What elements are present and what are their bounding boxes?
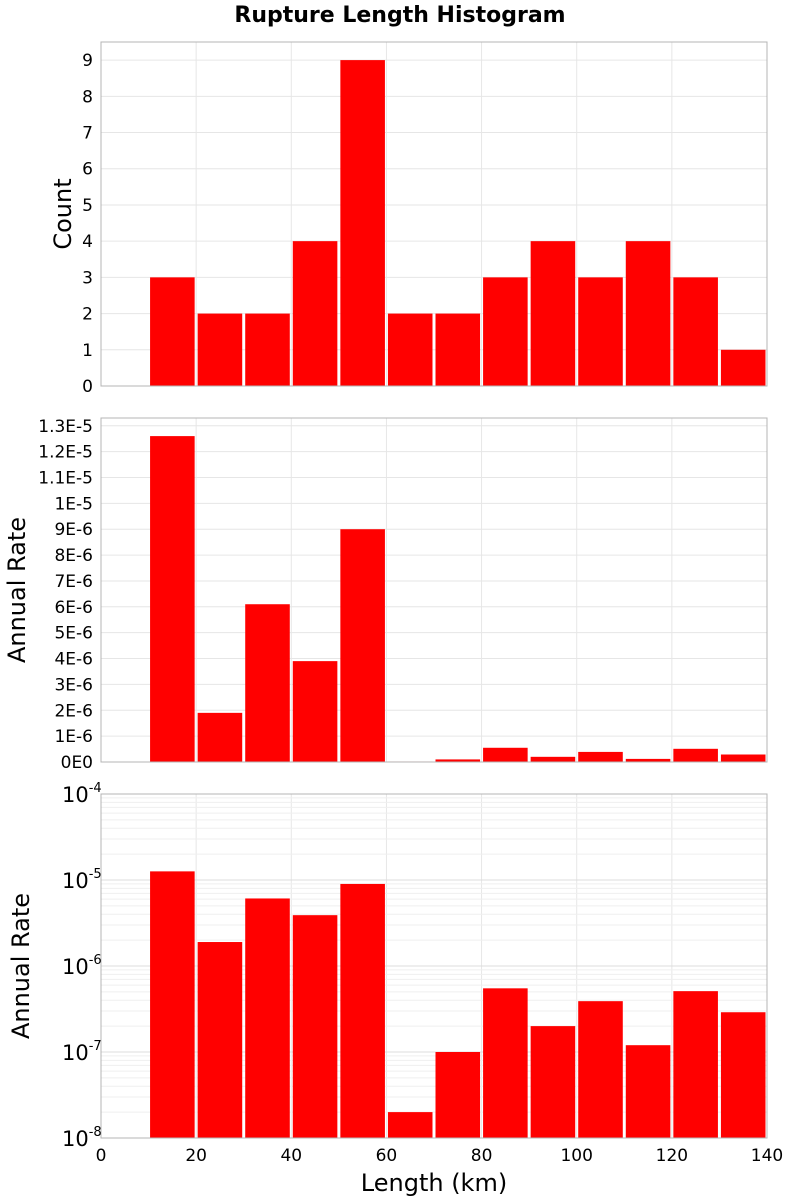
y-tick-label: 1.1E-5 <box>38 468 93 488</box>
rate-linear-panel: 0E0 1E-6 2E-6 3E-6 4E-6 5E-6 6E-6 7E-6 8E-6 9E-6 1… <box>3 417 768 773</box>
y-axis-label: Count <box>49 178 77 249</box>
bar <box>435 1052 481 1138</box>
bar <box>483 747 528 762</box>
bar <box>625 241 671 386</box>
x-tick-label: 20 <box>185 1146 207 1166</box>
bar <box>625 758 671 762</box>
bar <box>673 748 718 762</box>
chart-title: Rupture Length Histogram <box>234 3 565 28</box>
y-tick-label: 7 <box>82 124 93 144</box>
x-tick-label: 80 <box>471 1146 493 1166</box>
bar <box>150 871 195 1138</box>
bar <box>530 756 576 762</box>
bar <box>720 754 766 762</box>
bar <box>387 1112 433 1138</box>
x-tick-label: 120 <box>656 1146 688 1166</box>
plot-frame <box>100 417 768 763</box>
y-tick-label: 8 <box>82 87 93 107</box>
y-tick-label: 10-7 <box>62 1039 102 1065</box>
bar <box>197 942 243 1138</box>
x-tick-label: 140 <box>751 1146 783 1166</box>
bar <box>292 241 338 386</box>
y-tick-labels: 0 1 2 3 4 5 6 7 8 9 <box>82 51 93 397</box>
y-tick-label: 10-4 <box>62 781 102 807</box>
grid <box>101 418 767 763</box>
x-tick-label: 0 <box>96 1146 107 1166</box>
rate-log-panel: 10-8 10-7 10-6 10-5 10-4 Annual Rate 0 20 40 60 80… <box>7 781 783 1197</box>
bar <box>197 313 243 386</box>
bar <box>245 604 290 762</box>
y-tick-label: 2 <box>82 305 93 325</box>
bar <box>673 991 718 1138</box>
y-tick-label: 6 <box>82 160 93 180</box>
y-tick-label: 5E-6 <box>54 624 93 644</box>
bar <box>292 915 338 1138</box>
y-tick-label: 1.2E-5 <box>38 443 93 463</box>
x-tick-label: 60 <box>376 1146 398 1166</box>
y-tick-label: 10-5 <box>62 867 102 893</box>
y-tick-labels: 0E0 1E-6 2E-6 3E-6 4E-6 5E-6 6E-6 7E-6 8E-6 9E-6 1… <box>38 417 93 773</box>
y-tick-label: 1 <box>82 341 93 361</box>
bar <box>150 436 195 762</box>
y-tick-label: 1E-6 <box>54 727 93 747</box>
bar <box>625 1045 671 1138</box>
bars <box>150 871 766 1138</box>
y-tick-label: 4 <box>82 232 93 252</box>
bar <box>340 60 385 387</box>
y-axis-label: Annual Rate <box>3 517 31 663</box>
bar <box>245 898 290 1138</box>
bars <box>150 60 766 387</box>
bar <box>530 241 576 386</box>
x-tick-labels: 0 20 40 60 80 100 120 140 <box>96 1146 784 1166</box>
y-tick-label: 10-6 <box>62 953 102 979</box>
bar <box>530 1026 576 1138</box>
y-tick-label: 1.3E-5 <box>38 417 93 437</box>
y-tick-label: 9E-6 <box>54 520 93 540</box>
bar <box>245 313 290 386</box>
bar <box>720 1012 766 1138</box>
bar <box>483 988 528 1138</box>
bar <box>578 277 623 386</box>
bar <box>720 349 766 386</box>
bar <box>150 277 195 386</box>
chart-panels: 0 1 2 3 4 5 6 7 8 9 Count 0E0 1E-6 2E-6 3E-6 4E-6 5E-6 6E… <box>3 41 783 1197</box>
bar <box>435 759 481 762</box>
bar <box>387 313 433 386</box>
bar <box>578 751 623 762</box>
y-axis-label: Annual Rate <box>7 893 35 1039</box>
y-tick-label: 6E-6 <box>54 598 93 618</box>
x-tick-label: 40 <box>280 1146 302 1166</box>
y-tick-label: 3 <box>82 268 93 288</box>
y-tick-label: 1E-5 <box>54 494 93 514</box>
bar <box>340 529 385 762</box>
bar <box>673 277 718 386</box>
plot-area <box>101 418 767 762</box>
x-axis-label: Length (km) <box>361 1169 507 1197</box>
plot-frame <box>100 793 768 1139</box>
bar <box>197 712 243 762</box>
count-panel: 0 1 2 3 4 5 6 7 8 9 Count <box>49 41 768 397</box>
bar <box>578 1001 623 1138</box>
y-tick-labels: 10-8 10-7 10-6 10-5 10-4 <box>62 781 102 1151</box>
bar <box>340 883 385 1138</box>
y-tick-label: 4E-6 <box>54 650 93 670</box>
y-tick-label: 0E0 <box>61 753 93 773</box>
bar <box>292 661 338 762</box>
bar <box>435 313 481 386</box>
bars <box>150 436 766 762</box>
y-tick-label: 7E-6 <box>54 572 93 592</box>
plot-frame <box>100 41 768 387</box>
y-tick-label: 3E-6 <box>54 675 93 695</box>
y-tick-label: 5 <box>82 196 93 216</box>
x-tick-label: 100 <box>560 1146 592 1166</box>
y-tick-label: 9 <box>82 51 93 71</box>
y-tick-label: 8E-6 <box>54 546 93 566</box>
y-tick-label: 2E-6 <box>54 701 93 721</box>
bar <box>483 277 528 386</box>
y-tick-label: 10-8 <box>62 1125 102 1151</box>
y-tick-label: 0 <box>82 377 93 397</box>
